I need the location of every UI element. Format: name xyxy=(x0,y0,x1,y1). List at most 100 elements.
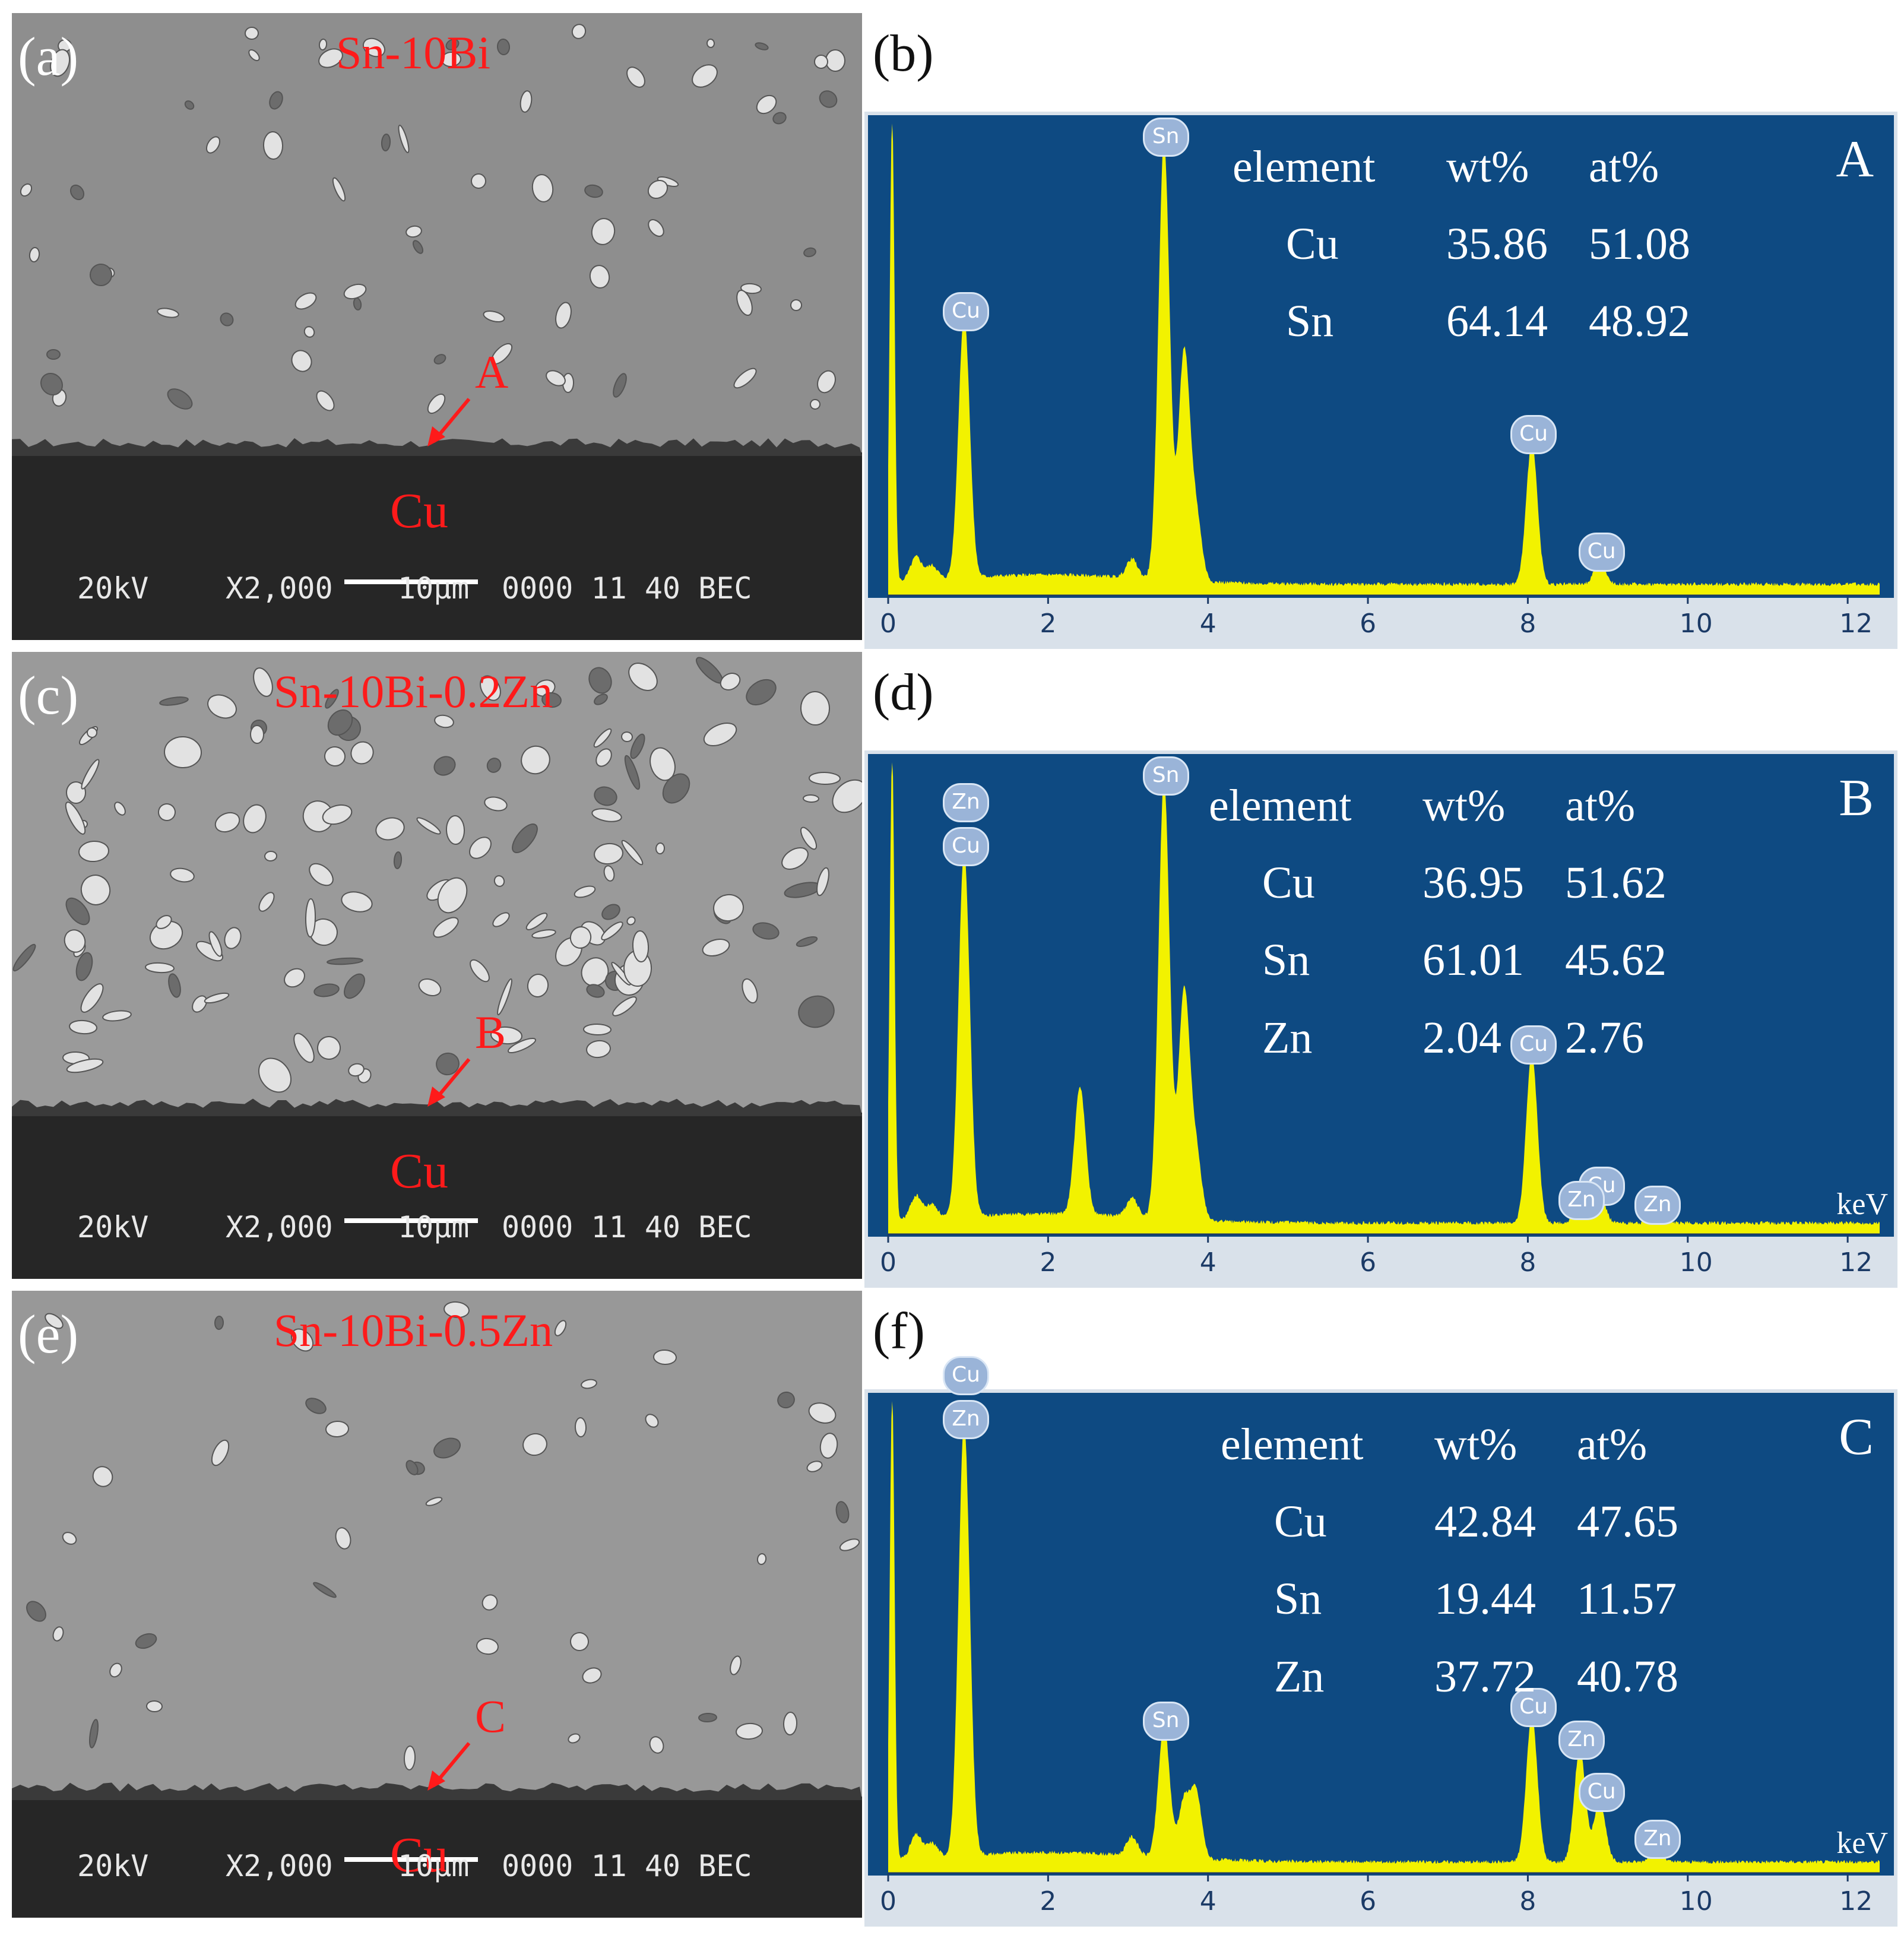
x-tick-label: 0 xyxy=(880,1247,896,1278)
table-cell: Sn xyxy=(1286,296,1334,347)
panel-label-f: (f) xyxy=(873,1303,925,1360)
table-cell: 2.76 xyxy=(1565,1012,1644,1063)
sem-info-code: 0000 11 40 BEC xyxy=(502,1210,752,1244)
x-tick-label: 0 xyxy=(880,1886,896,1917)
table-cell: 64.14 xyxy=(1446,296,1548,347)
table-cell: 51.08 xyxy=(1589,219,1690,270)
x-tick-label: 4 xyxy=(1199,1247,1216,1278)
table-cell: Cu xyxy=(1262,858,1315,908)
sem-info-scale: 10μm xyxy=(398,571,470,606)
table-cell: 47.65 xyxy=(1577,1497,1678,1547)
peak-label: Cu xyxy=(1510,1025,1557,1065)
table-cell: 2.04 xyxy=(1423,1012,1501,1063)
sem-info-code: 0000 11 40 BEC xyxy=(502,1849,752,1883)
x-unit-label: keV xyxy=(1836,1826,1888,1860)
x-unit-label: keV xyxy=(1836,1187,1888,1221)
substrate-label: Cu xyxy=(389,483,449,538)
point-label: A xyxy=(475,346,509,398)
panel-label: (a) xyxy=(18,26,79,87)
table-header: element xyxy=(1209,781,1352,831)
table-cell: 48.92 xyxy=(1589,296,1690,347)
x-tick-label: 12 xyxy=(1839,1886,1873,1917)
eds-plot xyxy=(864,1389,1897,1927)
table-cell: Zn xyxy=(1274,1651,1325,1702)
table-cell: 37.72 xyxy=(1434,1651,1536,1702)
x-tick-label: 12 xyxy=(1839,609,1873,639)
table-header: element xyxy=(1233,142,1376,192)
table-header: at% xyxy=(1589,142,1659,192)
table-cell: Zn xyxy=(1262,1012,1313,1063)
eds-plot xyxy=(864,750,1897,1288)
substrate-label: Cu xyxy=(389,1143,449,1199)
peak-label: Cu xyxy=(1578,1772,1625,1812)
x-tick-label: 4 xyxy=(1199,609,1216,639)
alloy-name: Sn-10Bi-0.2Zn xyxy=(273,666,553,717)
peak-label: Cu xyxy=(942,826,989,866)
table-header: element xyxy=(1221,1420,1364,1469)
x-tick-label: 2 xyxy=(1040,609,1057,639)
sem-info-mag: X2,000 xyxy=(226,1849,333,1883)
peak-label: Sn xyxy=(1142,1702,1189,1741)
sem-micrograph xyxy=(12,1291,862,1918)
x-tick-label: 2 xyxy=(1040,1247,1057,1278)
sem-info-kv: 20kV xyxy=(77,571,149,606)
point-label: B xyxy=(475,1006,506,1058)
table-cell: 19.44 xyxy=(1434,1574,1536,1624)
table-cell: Sn xyxy=(1262,935,1310,986)
table-cell: Cu xyxy=(1274,1497,1327,1547)
x-tick-label: 6 xyxy=(1360,609,1377,639)
peak-label: Zn xyxy=(1634,1186,1681,1225)
peak-label: Cu xyxy=(942,1355,989,1395)
table-header: wt% xyxy=(1423,781,1506,831)
table-cell: 45.62 xyxy=(1565,935,1667,986)
table-cell: 11.57 xyxy=(1577,1574,1677,1624)
panel-label: (c) xyxy=(18,665,79,726)
table-cell: Cu xyxy=(1286,219,1339,270)
x-tick-label: 10 xyxy=(1679,1247,1713,1278)
table-header: wt% xyxy=(1434,1420,1518,1469)
sem-info-kv: 20kV xyxy=(77,1210,149,1244)
peak-label: Zn xyxy=(942,783,989,822)
x-tick-label: 12 xyxy=(1839,1247,1873,1278)
substrate-label: Cu xyxy=(389,1827,449,1883)
panel-label-d: (d) xyxy=(873,664,934,721)
peak-label: Zn xyxy=(1634,1820,1681,1860)
sem-info-mag: X2,000 xyxy=(226,1210,333,1244)
table-cell: 51.62 xyxy=(1565,858,1667,908)
peak-label: Zn xyxy=(942,1399,989,1439)
spectrum-point-label: B xyxy=(1839,769,1874,827)
table-cell: 61.01 xyxy=(1423,935,1524,986)
table-cell: Sn xyxy=(1274,1574,1322,1624)
sem-image-e: (e) Sn-10Bi-0.5Zn Cu C 20kV X2,000 10μm 0000 11… xyxy=(12,1291,862,1918)
x-tick-label: 8 xyxy=(1519,609,1536,639)
sem-info-bar: 20kV X2,000 10μm 0000 11 40 BEC xyxy=(12,1849,862,1896)
peak-label: Cu xyxy=(942,292,989,331)
sem-info-scale: 10μm xyxy=(398,1849,470,1883)
peak-label: Sn xyxy=(1142,756,1189,796)
sem-info-kv: 20kV xyxy=(77,1849,149,1883)
alloy-name: Sn-10Bi-0.5Zn xyxy=(273,1304,553,1356)
peak-label: Zn xyxy=(1558,1181,1605,1221)
x-tick-label: 6 xyxy=(1360,1886,1377,1917)
table-header: at% xyxy=(1565,781,1636,831)
table-cell: 42.84 xyxy=(1434,1497,1536,1547)
peak-label: Zn xyxy=(1558,1721,1605,1760)
peak-label: Cu xyxy=(1510,414,1557,454)
point-label: C xyxy=(475,1690,506,1742)
panel-label-b: (b) xyxy=(873,25,934,83)
sem-info-scale: 10μm xyxy=(398,1210,470,1244)
x-tick-label: 2 xyxy=(1040,1886,1057,1917)
alloy-name: Sn-10Bi xyxy=(335,27,491,78)
peak-label: Cu xyxy=(1578,533,1625,572)
peak-label: Cu xyxy=(1510,1687,1557,1727)
spectrum-point-label: A xyxy=(1836,131,1874,188)
x-tick-label: 4 xyxy=(1199,1886,1216,1917)
x-tick-label: 8 xyxy=(1519,1886,1536,1917)
table-cell: 35.86 xyxy=(1446,219,1548,270)
x-tick-label: 0 xyxy=(880,609,896,639)
x-tick-label: 8 xyxy=(1519,1247,1536,1278)
x-tick-label: 10 xyxy=(1679,1886,1713,1917)
